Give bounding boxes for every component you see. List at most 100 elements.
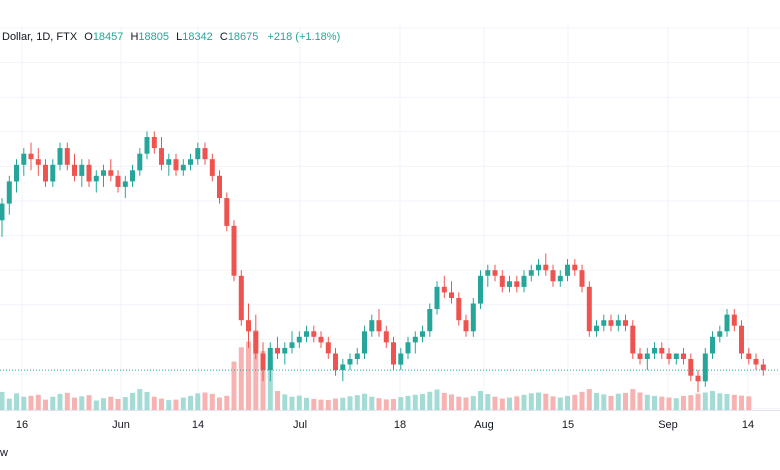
candle-body xyxy=(354,353,360,359)
candle-body xyxy=(659,347,665,354)
candle-body xyxy=(246,320,251,332)
volume-bar xyxy=(362,393,367,410)
candle-body xyxy=(6,181,12,204)
candle-body xyxy=(601,320,607,326)
volume-bar xyxy=(108,396,114,410)
candle-body xyxy=(485,270,491,276)
volume-bar xyxy=(514,396,520,410)
volume-bar xyxy=(282,394,288,410)
candle-body xyxy=(724,314,730,332)
volume-bar xyxy=(159,398,164,410)
candle-body xyxy=(57,148,63,165)
candle-body xyxy=(412,336,418,343)
candle-body xyxy=(180,164,186,171)
candle-body xyxy=(463,320,469,332)
volume-bar xyxy=(615,393,621,410)
volume-bar xyxy=(746,396,752,410)
open-value: 18457 xyxy=(92,31,124,43)
x-tick-label: Aug xyxy=(474,419,494,431)
candle-body xyxy=(311,331,317,337)
volume-bar xyxy=(130,392,135,410)
volume-bar xyxy=(702,392,708,410)
volume-bar xyxy=(463,397,469,410)
volume-bar xyxy=(644,394,650,410)
candle-body xyxy=(304,331,309,337)
candle-body xyxy=(144,137,150,154)
candle-body xyxy=(681,353,686,359)
low-key: L xyxy=(176,31,183,43)
candle-body xyxy=(608,320,614,326)
candle-body xyxy=(623,320,628,326)
low-value: 18342 xyxy=(182,31,213,43)
volume-bar xyxy=(398,397,404,410)
candle-body xyxy=(652,347,657,354)
volume-bar xyxy=(122,397,128,410)
candle-body xyxy=(753,359,759,365)
volume-bar xyxy=(28,395,34,411)
volume-bar xyxy=(325,400,331,410)
volume-bar xyxy=(217,397,222,410)
volume-bar xyxy=(166,400,172,410)
candle-body xyxy=(115,175,121,187)
volume-bar xyxy=(101,398,106,410)
candle-body xyxy=(347,359,353,365)
volume-bar xyxy=(318,399,324,410)
candle-body xyxy=(275,347,280,354)
volume-bar xyxy=(623,392,628,410)
candle-body xyxy=(79,164,85,176)
volume-bar xyxy=(630,389,636,410)
candle-body xyxy=(420,331,425,337)
volume-bar xyxy=(231,361,237,411)
candle-body xyxy=(333,353,338,371)
volume-bar xyxy=(137,389,143,410)
open-key: O xyxy=(84,31,93,43)
candle-body xyxy=(340,364,346,371)
candle-body xyxy=(521,275,527,287)
x-tick-label: 15 xyxy=(562,419,574,431)
candle-body xyxy=(224,198,230,226)
x-tick-label: 16 xyxy=(16,419,28,431)
volume-bar xyxy=(14,393,19,410)
candle-body xyxy=(427,309,433,332)
volume-bar xyxy=(572,394,578,410)
candle-body xyxy=(289,342,295,348)
volume-bar xyxy=(739,395,744,410)
candle-body xyxy=(173,159,179,171)
volume-bar xyxy=(608,395,614,410)
volume-bar xyxy=(64,392,70,410)
volume-bar xyxy=(224,395,230,411)
candle-body xyxy=(739,325,744,354)
volume-bar xyxy=(536,392,541,410)
volume-bar xyxy=(507,397,512,410)
candle-body xyxy=(101,170,106,176)
candle-body xyxy=(72,164,77,176)
volume-bar xyxy=(115,399,121,410)
candle-body xyxy=(499,275,505,287)
volume-bar xyxy=(470,395,476,410)
candle-body xyxy=(43,164,48,182)
candle-body xyxy=(231,225,237,276)
candle-body xyxy=(217,175,222,198)
candle-body xyxy=(673,353,679,359)
candle-body xyxy=(449,292,454,298)
candle-body xyxy=(528,270,534,276)
candle-body xyxy=(717,331,723,337)
volume-bar xyxy=(405,395,411,410)
candle-body xyxy=(441,286,447,293)
candle-body xyxy=(470,303,476,332)
x-tick-label: 14 xyxy=(192,419,204,431)
volume-bar xyxy=(72,397,77,410)
volume-bar xyxy=(50,396,56,410)
candle-body xyxy=(260,353,266,371)
volume-bar xyxy=(420,394,425,410)
candle-body xyxy=(253,331,259,354)
candle-body xyxy=(362,331,367,354)
symbol-legend: Dollar, 1D, FTX O18457 H18805 L18342 C18… xyxy=(2,31,340,43)
volume-bar xyxy=(449,394,454,410)
volume-bar xyxy=(478,391,483,410)
candle-body xyxy=(122,181,128,187)
volume-bar xyxy=(688,395,694,410)
candle-body xyxy=(492,270,498,276)
